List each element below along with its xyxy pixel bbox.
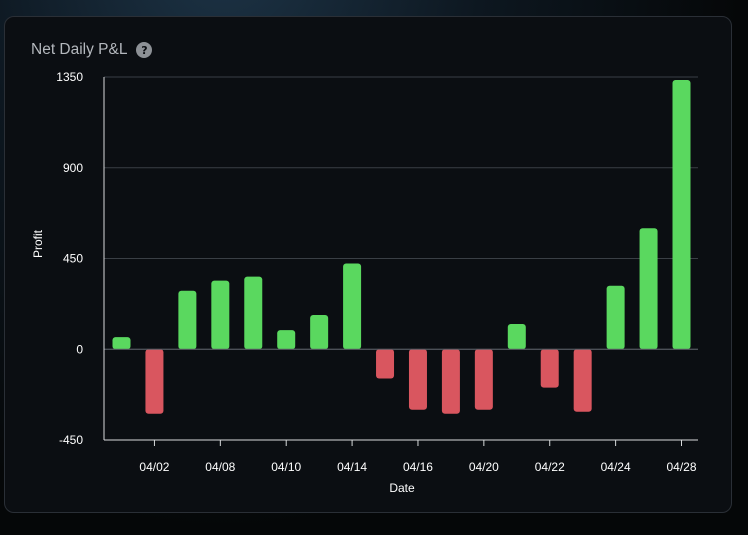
bar-positive[interactable] bbox=[310, 314, 329, 350]
x-tick-labels: 04/02 04/08 04/10 04/14 04/16 04/20 04/22 04/24… bbox=[139, 460, 696, 474]
bar-positive[interactable] bbox=[507, 324, 526, 350]
x-tick-label: 04/20 bbox=[469, 460, 499, 474]
y-tick-label: 0 bbox=[76, 342, 83, 356]
y-tick-label: -450 bbox=[59, 433, 83, 447]
bar-positive[interactable] bbox=[672, 80, 691, 350]
bar-negative[interactable] bbox=[573, 349, 592, 412]
x-tick-label: 04/10 bbox=[271, 460, 301, 474]
bar-negative[interactable] bbox=[474, 349, 493, 410]
x-axis-label: Date bbox=[389, 481, 415, 495]
bar-positive[interactable] bbox=[244, 276, 263, 350]
chart-title: Net Daily P&L bbox=[31, 41, 128, 58]
bar-positive[interactable] bbox=[178, 290, 197, 350]
x-tick-label: 04/08 bbox=[205, 460, 235, 474]
y-tick-label: 1350 bbox=[56, 70, 83, 84]
bar-negative[interactable] bbox=[145, 349, 164, 414]
y-tick-label: 450 bbox=[63, 252, 83, 266]
axes bbox=[103, 77, 698, 446]
y-axis-label: Profit bbox=[31, 229, 45, 258]
bar-positive[interactable] bbox=[277, 330, 296, 350]
x-tick-label: 04/24 bbox=[601, 460, 631, 474]
bar-positive[interactable] bbox=[211, 280, 230, 350]
y-tick-labels: 1350 900 450 0 -450 bbox=[56, 70, 83, 447]
help-icon[interactable]: ? bbox=[136, 42, 153, 58]
bar-positive[interactable] bbox=[606, 285, 625, 350]
x-tick-label: 04/22 bbox=[535, 460, 565, 474]
bar-negative[interactable] bbox=[408, 349, 427, 410]
x-tick-label: 04/16 bbox=[403, 460, 433, 474]
bars bbox=[112, 80, 691, 414]
pnl-card: Net Daily P&L ? bbox=[4, 16, 732, 513]
x-tick-label: 04/28 bbox=[666, 460, 696, 474]
bar-negative[interactable] bbox=[376, 349, 395, 379]
bar-negative[interactable] bbox=[441, 349, 460, 414]
x-tick-label: 04/14 bbox=[337, 460, 367, 474]
bar-positive[interactable] bbox=[639, 228, 658, 350]
bar-positive[interactable] bbox=[112, 337, 131, 350]
bar-negative[interactable] bbox=[540, 349, 559, 388]
x-tick-label: 04/02 bbox=[139, 460, 169, 474]
y-tick-label: 900 bbox=[63, 161, 83, 175]
card-header: Net Daily P&L ? bbox=[31, 41, 153, 59]
bar-positive[interactable] bbox=[343, 263, 362, 350]
